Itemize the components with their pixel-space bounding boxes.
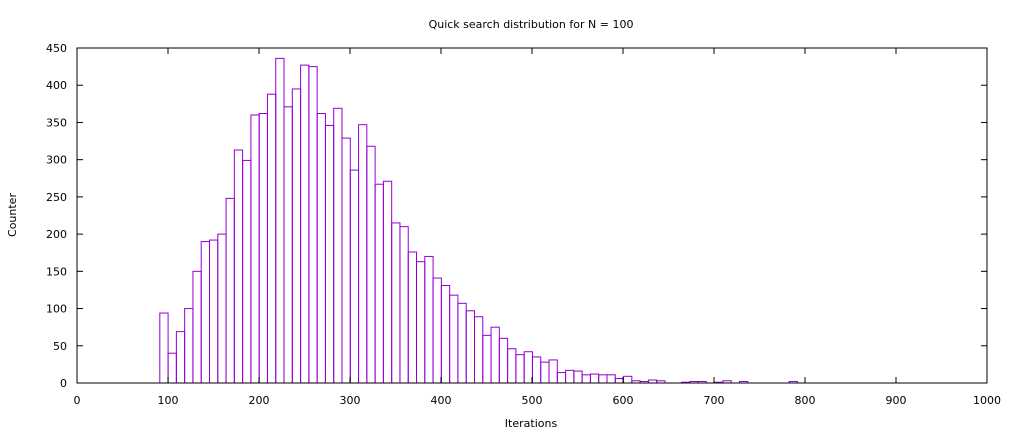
histogram-bar-6 bbox=[209, 239, 219, 384]
y-tick-label-7: 350 bbox=[46, 116, 67, 129]
x-tick-label-7: 700 bbox=[704, 394, 725, 407]
x-axis-label: Iterations bbox=[505, 417, 558, 430]
histogram-bar-27 bbox=[382, 180, 393, 384]
histogram-bar-9 bbox=[233, 149, 244, 384]
y-tick-label-6: 300 bbox=[46, 154, 67, 167]
y-tick-label-0: 0 bbox=[60, 377, 67, 390]
histogram-bar-8 bbox=[225, 197, 235, 384]
histogram-bar-51 bbox=[581, 374, 591, 384]
histogram-bars bbox=[159, 57, 798, 384]
histogram-bar-15 bbox=[283, 106, 293, 384]
histogram-bar-56 bbox=[623, 375, 633, 384]
histogram-bar-5 bbox=[200, 241, 211, 384]
histogram-bar-47 bbox=[548, 359, 558, 384]
histogram-bar-3 bbox=[184, 308, 194, 384]
histogram-bar-23 bbox=[349, 169, 360, 384]
histogram-bar-32 bbox=[424, 255, 434, 384]
y-tick-label-9: 450 bbox=[46, 42, 67, 55]
histogram-bar-0 bbox=[159, 312, 169, 384]
histogram-bar-12 bbox=[258, 113, 268, 384]
histogram-bar-46 bbox=[540, 361, 550, 384]
histogram-bar-4 bbox=[192, 270, 202, 384]
histogram-bar-38 bbox=[473, 316, 484, 384]
x-tick-label-1: 100 bbox=[158, 394, 179, 407]
x-axis-ticks: 0 100 200 300 400 500 600 700 800 900 1000 bbox=[74, 48, 1001, 407]
histogram-bar-14 bbox=[275, 57, 285, 384]
histogram-bar-13 bbox=[266, 93, 277, 384]
x-tick-label-9: 900 bbox=[886, 394, 907, 407]
histogram-bar-20 bbox=[324, 124, 335, 384]
histogram-bar-41 bbox=[498, 337, 509, 384]
histogram-bar-7 bbox=[217, 233, 227, 384]
x-tick-label-3: 300 bbox=[340, 394, 361, 407]
histogram-bar-1 bbox=[167, 352, 177, 384]
histogram-bar-54 bbox=[606, 374, 616, 384]
y-axis-label: Counter bbox=[6, 193, 19, 237]
histogram-bar-22 bbox=[341, 137, 351, 384]
histogram-bar-37 bbox=[465, 310, 475, 384]
histogram-bar-21 bbox=[333, 107, 343, 384]
histogram-bar-11 bbox=[250, 114, 260, 384]
histogram-bar-31 bbox=[416, 261, 426, 384]
x-tick-label-2: 200 bbox=[249, 394, 270, 407]
histogram-bar-2 bbox=[175, 331, 186, 384]
histogram-bar-16 bbox=[291, 88, 302, 384]
chart-title: Quick search distribution for N = 100 bbox=[429, 18, 634, 31]
histogram-bar-10 bbox=[242, 159, 252, 384]
y-axis-ticks: 0 50 100 150 200 250 300 350 400 450 bbox=[46, 42, 987, 390]
histogram-bar-39 bbox=[482, 334, 492, 384]
histogram-bar-30 bbox=[407, 251, 418, 384]
y-tick-label-4: 200 bbox=[46, 228, 67, 241]
x-tick-label-10: 1000 bbox=[973, 394, 1001, 407]
histogram-bar-24 bbox=[358, 124, 368, 384]
histogram-bar-45 bbox=[531, 356, 542, 384]
y-tick-label-5: 250 bbox=[46, 191, 67, 204]
histogram-bar-29 bbox=[399, 226, 409, 384]
histogram-bar-48 bbox=[556, 372, 567, 384]
x-tick-label-6: 600 bbox=[613, 394, 634, 407]
histogram-bar-34 bbox=[440, 284, 451, 384]
histogram-bar-26 bbox=[374, 183, 384, 384]
y-tick-label-8: 400 bbox=[46, 79, 67, 92]
histogram-bar-44 bbox=[523, 351, 533, 384]
histogram-bar-52 bbox=[589, 373, 600, 384]
histogram-bar-43 bbox=[515, 354, 525, 384]
x-tick-label-0: 0 bbox=[74, 394, 81, 407]
plot-frame bbox=[76, 47, 988, 384]
x-tick-label-8: 800 bbox=[795, 394, 816, 407]
x-tick-label-5: 500 bbox=[522, 394, 543, 407]
histogram-bar-33 bbox=[432, 277, 442, 384]
histogram-bar-28 bbox=[391, 222, 401, 384]
histogram-bar-40 bbox=[490, 326, 500, 384]
histogram-bar-25 bbox=[366, 145, 376, 384]
histogram-bar-55 bbox=[614, 378, 625, 384]
histogram-bar-49 bbox=[565, 369, 575, 384]
histogram-bar-36 bbox=[457, 302, 467, 384]
histogram-bar-50 bbox=[573, 370, 583, 384]
histogram-bar-42 bbox=[507, 348, 517, 384]
histogram-bar-17 bbox=[300, 64, 310, 384]
y-tick-label-1: 50 bbox=[53, 340, 67, 353]
histogram-bar-19 bbox=[316, 113, 326, 384]
y-tick-label-3: 150 bbox=[46, 265, 67, 278]
histogram-bar-18 bbox=[308, 66, 318, 384]
x-tick-label-4: 400 bbox=[431, 394, 452, 407]
histogram-bar-35 bbox=[449, 294, 459, 384]
histogram-bar-53 bbox=[598, 374, 608, 384]
y-tick-label-2: 100 bbox=[46, 303, 67, 316]
